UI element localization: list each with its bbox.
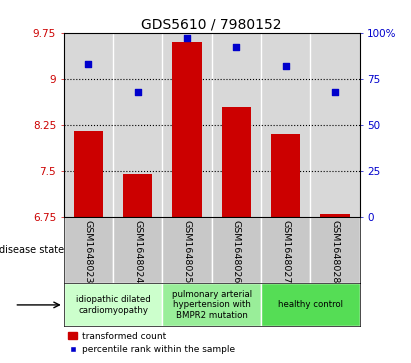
Bar [261, 284, 360, 326]
Text: healthy control: healthy control [278, 301, 343, 309]
Bar [74, 131, 103, 217]
Point [134, 89, 141, 95]
Bar [310, 217, 360, 284]
Bar [222, 107, 251, 217]
Text: GSM1648025: GSM1648025 [182, 220, 192, 284]
Bar [172, 42, 202, 217]
Point [282, 63, 289, 69]
Title: GDS5610 / 7980152: GDS5610 / 7980152 [141, 17, 282, 32]
Text: disease state: disease state [0, 245, 64, 256]
Text: GSM1648026: GSM1648026 [232, 220, 241, 284]
Text: GSM1648023: GSM1648023 [84, 220, 93, 284]
Point [184, 35, 190, 41]
Legend: transformed count, percentile rank within the sample: transformed count, percentile rank withi… [68, 332, 235, 354]
Bar [64, 217, 113, 284]
Point [233, 45, 240, 50]
Text: idiopathic dilated
cardiomyopathy: idiopathic dilated cardiomyopathy [76, 295, 150, 315]
Bar [261, 217, 310, 284]
Bar [162, 284, 261, 326]
Bar [162, 217, 212, 284]
Text: pulmonary arterial
hypertension with
BMPR2 mutation: pulmonary arterial hypertension with BMP… [172, 290, 252, 320]
Bar [64, 284, 162, 326]
Bar [212, 217, 261, 284]
Bar [271, 134, 300, 217]
Bar [113, 217, 162, 284]
Point [332, 89, 338, 95]
Bar [123, 174, 152, 217]
Bar [320, 215, 350, 217]
Text: GSM1648027: GSM1648027 [281, 220, 290, 284]
Text: GSM1648024: GSM1648024 [133, 220, 142, 284]
Point [85, 61, 92, 67]
Text: GSM1648028: GSM1648028 [330, 220, 339, 284]
